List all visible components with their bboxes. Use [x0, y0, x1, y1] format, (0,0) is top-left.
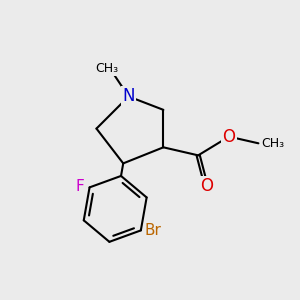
Text: O: O — [200, 177, 213, 195]
Text: N: N — [122, 88, 135, 106]
Text: F: F — [76, 178, 84, 194]
Text: CH₃: CH₃ — [96, 62, 119, 75]
Text: Br: Br — [145, 223, 162, 238]
Text: CH₃: CH₃ — [261, 137, 284, 150]
Text: O: O — [223, 128, 236, 146]
